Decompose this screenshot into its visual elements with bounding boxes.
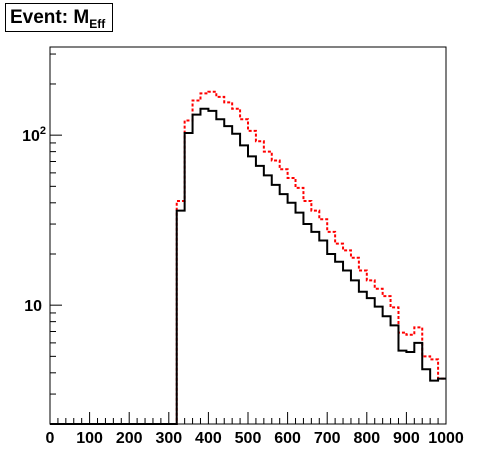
y-axis-tick-labels: 10 102 xyxy=(22,125,46,315)
x-tick-label: 300 xyxy=(155,430,182,447)
y-tick-label: 102 xyxy=(22,125,46,145)
x-tick-label: 200 xyxy=(116,430,143,447)
x-tick-label: 500 xyxy=(235,430,262,447)
x-tick-label: 400 xyxy=(195,430,222,447)
chart-title-subscript: Eff xyxy=(89,17,106,31)
x-tick-label: 0 xyxy=(46,430,55,447)
series-red-dashed-line xyxy=(50,90,446,425)
x-tick-label: 1000 xyxy=(428,430,464,447)
x-tick-label: 800 xyxy=(353,430,380,447)
x-tick-label: 700 xyxy=(314,430,341,447)
plot-frame xyxy=(49,46,447,425)
series-layer xyxy=(50,90,446,425)
y-axis-ticks xyxy=(50,53,62,425)
x-axis-tick-labels: 0 100 200 300 400 500 600 700 800 900 1000 xyxy=(46,430,464,447)
chart-title: Event: MEff xyxy=(5,3,114,32)
x-tick-label: 900 xyxy=(393,430,420,447)
series-black-solid-line xyxy=(50,107,446,425)
x-tick-label: 600 xyxy=(274,430,301,447)
x-axis-ticks xyxy=(49,412,447,424)
y-tick-label: 10 xyxy=(24,298,42,315)
chart-title-main: Event: M xyxy=(10,7,90,28)
x-tick-label: 100 xyxy=(76,430,103,447)
